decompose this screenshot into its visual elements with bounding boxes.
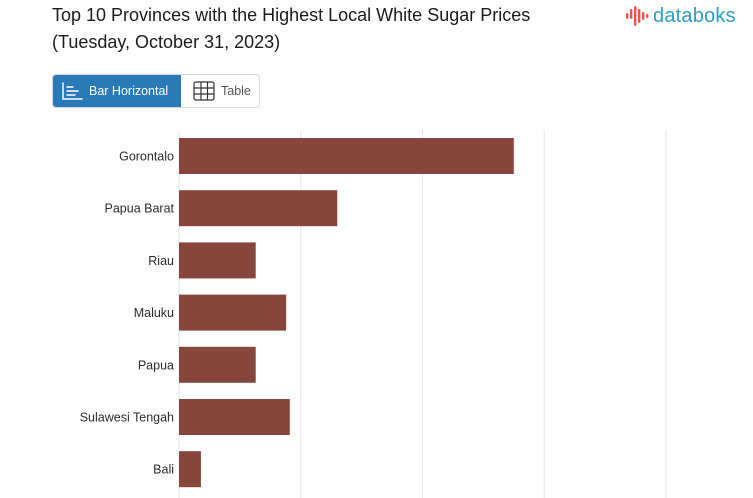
chart-title-line1: Top 10 Provinces with the Highest Local … [52,5,531,25]
category-label: Papua Barat [105,202,175,216]
bar-gorontalo[interactable] [179,138,514,174]
bar-sulawesi-tengah[interactable] [179,399,290,435]
bar-bali[interactable] [179,451,201,488]
bar-papua[interactable] [179,346,256,383]
bar-horizontal-label: Bar Horizontal [89,84,169,98]
category-label: Papua [138,358,174,372]
bar-riau[interactable] [179,242,256,279]
table-button[interactable]: Table [181,75,251,107]
category-label: Bali [153,463,174,477]
category-label: Maluku [134,306,174,320]
table-label: Table [221,84,251,98]
databoks-mark-icon [626,6,649,26]
chart-title: Top 10 Provinces with the Highest Local … [52,2,572,56]
bar-maluku[interactable] [179,294,287,331]
databoks-logo[interactable]: databoks [625,3,736,29]
category-label: Gorontalo [119,150,174,164]
bar-chart-icon [62,82,83,100]
chart-subtitle-date: (Tuesday, October 31, 2023) [52,32,281,52]
bar-horizontal-button[interactable]: Bar Horizontal [53,75,181,107]
category-label: Sulawesi Tengah [80,411,174,425]
category-label: Riau [148,254,174,268]
view-toggle: Bar Horizontal Table [52,74,260,108]
databoks-wordmark: databoks [653,4,736,27]
table-grid-icon [193,81,215,101]
bar-papua-barat[interactable] [179,190,338,227]
